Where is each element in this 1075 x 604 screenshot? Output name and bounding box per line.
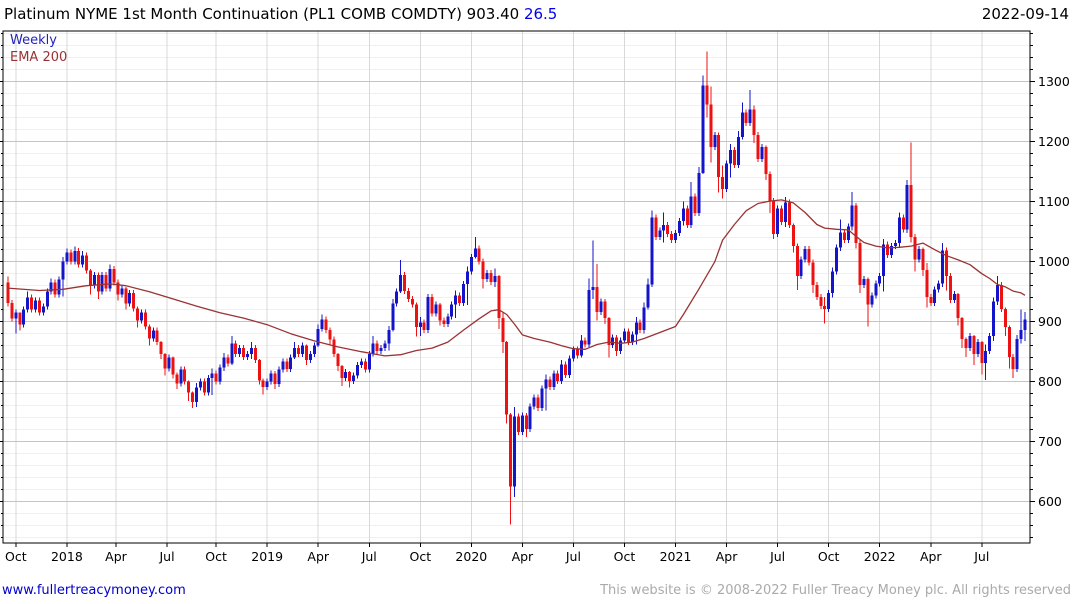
svg-text:Apr: Apr (512, 549, 534, 564)
svg-text:1200: 1200 (1038, 134, 1070, 149)
svg-text:1300: 1300 (1038, 74, 1070, 89)
instrument-title: Platinum NYME 1st Month Continuation (PL… (4, 5, 520, 23)
svg-text:Oct: Oct (614, 549, 636, 564)
svg-text:Oct: Oct (5, 549, 27, 564)
ema-legend-label: EMA 200 (10, 50, 68, 65)
svg-text:Oct: Oct (205, 549, 227, 564)
page-title: Platinum NYME 1st Month Continuation (PL… (4, 5, 1071, 23)
svg-text:2021: 2021 (660, 549, 692, 564)
svg-text:2020: 2020 (455, 549, 487, 564)
svg-text:Jul: Jul (565, 549, 581, 564)
svg-text:Jul: Jul (361, 549, 377, 564)
svg-text:2018: 2018 (51, 549, 83, 564)
copyright-text: This website is © 2008-2022 Fuller Treac… (600, 583, 1071, 598)
svg-text:Apr: Apr (105, 549, 127, 564)
chart-date: 2022-09-14 (981, 5, 1069, 23)
svg-text:Apr: Apr (920, 549, 942, 564)
svg-text:Jul: Jul (158, 549, 174, 564)
svg-text:1100: 1100 (1038, 194, 1070, 209)
svg-text:900: 900 (1038, 314, 1062, 329)
svg-text:700: 700 (1038, 434, 1062, 449)
svg-text:800: 800 (1038, 374, 1062, 389)
svg-text:2022: 2022 (864, 549, 896, 564)
svg-text:2019: 2019 (251, 549, 283, 564)
svg-text:Oct: Oct (818, 549, 840, 564)
svg-text:Jul: Jul (769, 549, 785, 564)
frequency-label: Weekly (10, 33, 57, 48)
svg-text:Jul: Jul (973, 549, 989, 564)
website-link[interactable]: www.fullertreacymoney.com (2, 583, 186, 598)
svg-text:Apr: Apr (307, 549, 329, 564)
svg-text:Apr: Apr (716, 549, 738, 564)
price-change: 26.5 (523, 5, 558, 23)
svg-text:1000: 1000 (1038, 254, 1070, 269)
svg-text:600: 600 (1038, 494, 1062, 509)
svg-text:Oct: Oct (409, 549, 431, 564)
